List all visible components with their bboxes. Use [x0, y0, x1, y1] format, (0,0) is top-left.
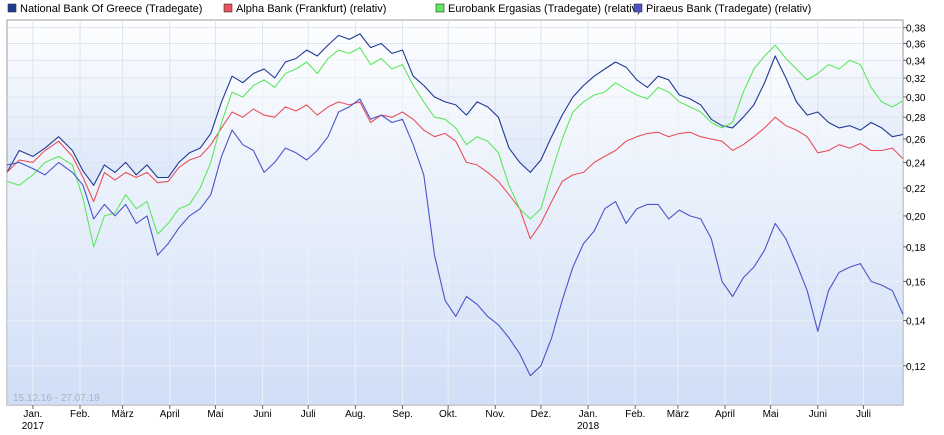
series-line-3	[6, 98, 904, 377]
x-tick-label: Feb.	[625, 409, 645, 420]
date-range-label: 15.12.16 - 27.07.18	[13, 393, 100, 404]
legend-swatch	[633, 3, 643, 13]
plot-area	[6, 19, 904, 406]
x-tick-label: März	[111, 409, 133, 420]
y-tick-label: 0,14	[906, 317, 926, 328]
x-tick-label: Sep.	[392, 409, 413, 420]
x-tick-label: April	[160, 409, 180, 420]
x-tick-label: Juni	[253, 409, 271, 420]
y-tick-label: 0,38	[906, 24, 926, 35]
y-tick-label: 0,26	[906, 135, 926, 146]
series-line-1	[6, 101, 904, 240]
legend-swatch	[435, 3, 445, 13]
legend-label: National Bank Of Greece (Tradegate)	[20, 3, 202, 15]
legend-label: Alpha Bank (Frankfurt) (relativ)	[236, 3, 386, 15]
y-tick-label: 0,16	[906, 277, 926, 288]
x-tick-label: Jan.	[23, 409, 42, 420]
x-tick-label: Juli	[856, 409, 871, 420]
legend: National Bank Of Greece (Tradegate) Alpha…	[7, 3, 811, 15]
y-tick-label: 0,24	[906, 158, 926, 169]
y-tick-label: 0,32	[906, 74, 926, 85]
y-tick-label: 0,12	[906, 362, 926, 373]
series-line-2	[6, 44, 904, 248]
series-area	[7, 33, 903, 406]
y-tick-label: 0,20	[906, 212, 926, 223]
x-tick-label: April	[715, 409, 735, 420]
x-year-label: 2018	[577, 421, 600, 432]
x-tick-label: Mai	[207, 409, 223, 420]
x-tick-label: Okt.	[439, 409, 457, 420]
series-line-0	[6, 33, 904, 186]
x-tick-label: Mai	[763, 409, 779, 420]
legend-label: Eurobank Ergasias (Tradegate) (relativ)	[448, 3, 641, 15]
x-tick-label: Dez.	[531, 409, 552, 420]
x-tick-label: Feb.	[70, 409, 90, 420]
legend-label: Piraeus Bank (Tradegate) (relativ)	[646, 3, 811, 15]
legend-swatch	[223, 3, 233, 13]
y-tick-label: 0,30	[906, 93, 926, 104]
grid	[7, 20, 903, 405]
y-axis: 0,12 0,14 0,16 0,18 0,20 0,22 0,24 0,26 0,28 0,30…	[903, 24, 926, 373]
series-layer	[6, 33, 904, 406]
x-tick-label: Aug.	[345, 409, 366, 420]
x-tick-label: Nov.	[485, 409, 505, 420]
y-tick-label: 0,28	[906, 113, 926, 124]
legend-swatch	[7, 3, 17, 13]
x-year-label: 2017	[22, 421, 45, 432]
y-tick-label: 0,22	[906, 184, 926, 195]
x-tick-label: Juni	[809, 409, 827, 420]
y-tick-label: 0,36	[906, 39, 926, 50]
x-tick-label: März	[667, 409, 689, 420]
x-tick-label: Juli	[301, 409, 316, 420]
y-tick-label: 0,34	[906, 56, 926, 67]
y-tick-label: 0,18	[906, 243, 926, 254]
x-tick-label: Jan.	[579, 409, 598, 420]
